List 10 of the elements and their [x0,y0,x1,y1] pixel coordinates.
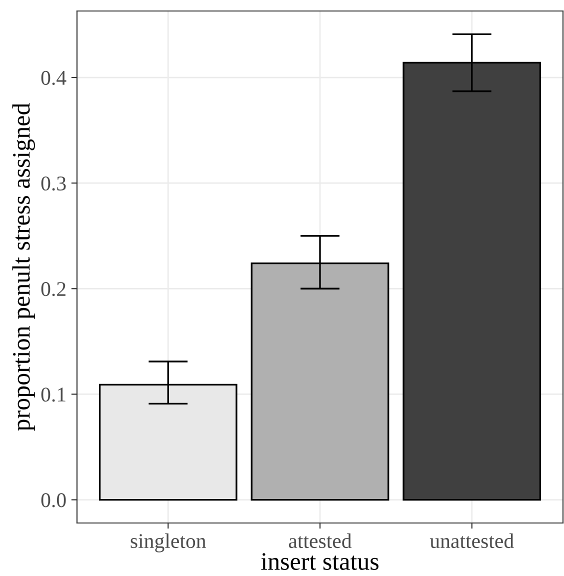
y-tick-label: 0.2 [41,282,66,296]
x-tick-label: unattested [430,533,514,548]
y-axis-title: proportion penult stress assigned [12,103,35,431]
y-tick-label: 0.4 [41,70,66,86]
x-tick-label: attested [288,533,352,548]
x-axis-title: insert status [261,553,378,570]
x-tick-label: singleton [130,533,206,552]
y-tick-label: 0.3 [41,176,66,191]
y-tick-label: 0.1 [41,388,66,402]
y-tick-label: 0.0 [41,493,66,508]
